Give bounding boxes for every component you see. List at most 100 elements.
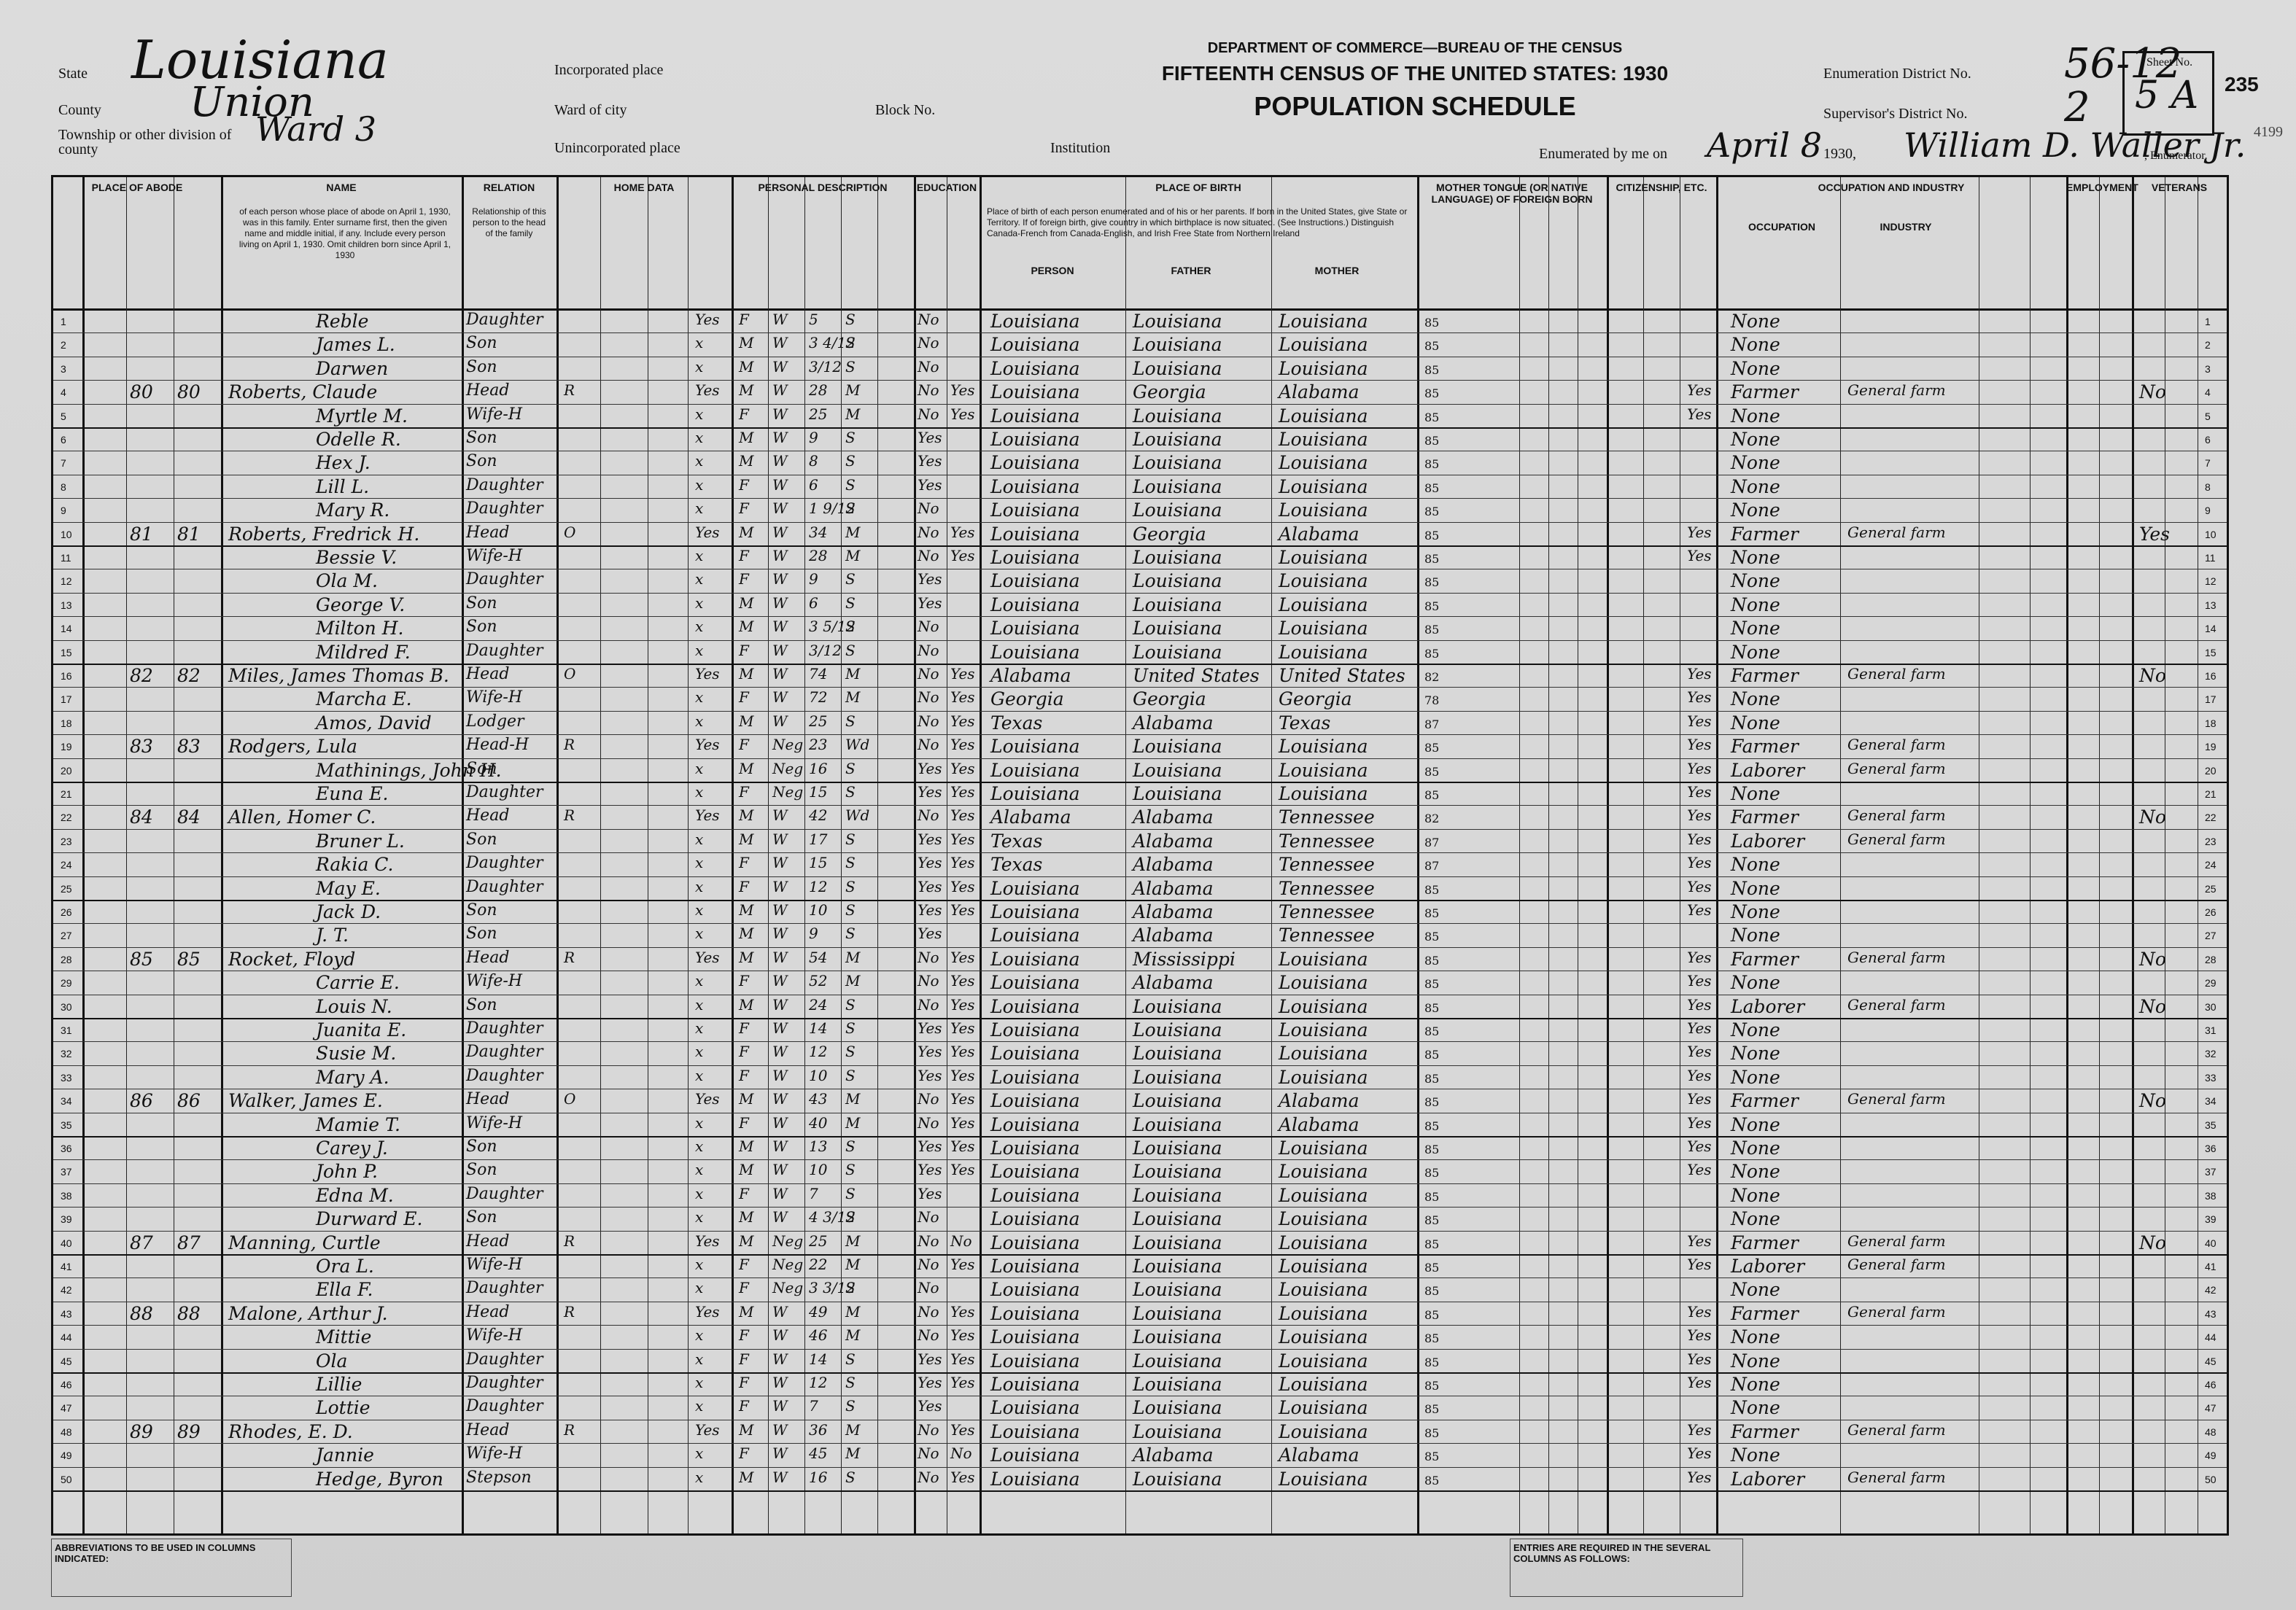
marital-status: M: [845, 1326, 861, 1345]
age: 9: [809, 570, 818, 588]
father-birthplace: Alabama: [1133, 1444, 1214, 1466]
race: Neg: [772, 1256, 804, 1273]
person-name: Hex J.: [316, 452, 371, 474]
relation: Daughter: [466, 1066, 543, 1085]
relation: Daughter: [466, 1043, 543, 1062]
birth-instructions: Place of birth of each person enumerated…: [987, 206, 1408, 238]
radio-set: x: [695, 570, 704, 588]
sex: M: [739, 995, 754, 1014]
father-birthplace: Alabama: [1133, 901, 1214, 922]
relation: Son: [466, 618, 497, 637]
school-attendance: Yes: [918, 594, 942, 612]
birth-code: 85: [1424, 1307, 1440, 1322]
home-tenure: R: [564, 806, 575, 825]
birth-code: 87: [1424, 835, 1440, 849]
birthplace: Louisiana: [990, 405, 1080, 427]
sex: F: [739, 1113, 749, 1132]
relation: Head: [466, 523, 510, 542]
line-number-right: 17: [2205, 693, 2217, 706]
father-birthplace: Louisiana: [1133, 1019, 1222, 1041]
birthplace: Louisiana: [990, 641, 1080, 663]
table-row: 47 47 Lottie Daughter x F W 7 S Yes Louisiana Louis…: [53, 1396, 2227, 1420]
line-number-right: 28: [2205, 953, 2217, 965]
industry: General farm: [1847, 523, 1946, 541]
occupation: Laborer: [1731, 1468, 1805, 1490]
birth-code: 85: [1424, 953, 1440, 968]
marital-status: S: [845, 618, 856, 636]
birthplace: Louisiana: [990, 948, 1080, 970]
line-number: 31: [61, 1024, 72, 1036]
radio-set: Yes: [695, 1420, 720, 1439]
sex: M: [739, 830, 754, 848]
person-name: Mamie T.: [316, 1113, 400, 1135]
mother-birthplace: Alabama: [1279, 1444, 1360, 1466]
radio-set: x: [695, 405, 704, 423]
sheet-value: 5 A: [2135, 74, 2199, 117]
school-attendance: No: [918, 948, 939, 966]
radio-set: x: [695, 1066, 704, 1084]
relation: Daughter: [466, 854, 543, 873]
industry: General farm: [1847, 830, 1946, 848]
race: W: [772, 311, 788, 328]
table-row: 33 33 Mary A. Daughter x F W 10 S Yes Yes Louisiana…: [53, 1066, 2227, 1090]
citizenship: Yes: [1687, 1066, 1712, 1084]
relation: Daughter: [466, 1350, 543, 1369]
race: W: [772, 523, 788, 541]
marital-status: Wd: [845, 736, 870, 754]
school-attendance: Yes: [918, 1184, 942, 1202]
can-read: Yes: [950, 688, 975, 707]
occupation: Farmer: [1731, 1232, 1799, 1253]
birthplace: Louisiana: [990, 1113, 1080, 1135]
group-relation: RELATION: [483, 182, 535, 193]
citizenship: Yes: [1687, 1138, 1712, 1155]
line-number: 5: [61, 410, 66, 422]
radio-set: x: [695, 972, 704, 990]
line-number-right: 31: [2205, 1024, 2217, 1036]
sex: F: [739, 547, 749, 564]
person-name: Reble: [316, 311, 369, 332]
relation: Head: [466, 1302, 510, 1321]
marital-status: S: [845, 641, 856, 659]
birthplace: Louisiana: [990, 1374, 1080, 1395]
person-name: Rhodes, E. D.: [228, 1420, 353, 1442]
birth-code: 85: [1424, 623, 1440, 637]
person-name: Mathinings, John H.: [316, 759, 502, 781]
line-number: 45: [61, 1355, 72, 1367]
line-number-right: 24: [2205, 859, 2217, 871]
mother-birthplace: Louisiana: [1279, 429, 1368, 450]
state-label: State: [58, 66, 88, 82]
line-number-right: 2: [2205, 339, 2211, 351]
person-name: Roberts, Claude: [228, 381, 378, 403]
school-attendance: No: [918, 357, 939, 376]
radio-set: Yes: [695, 311, 720, 328]
relation: Head: [466, 1232, 510, 1251]
occupation: None: [1731, 405, 1780, 427]
birth-code: 85: [1424, 788, 1440, 802]
enumerator-name: William D. Waller Jr.: [1904, 125, 2246, 165]
group-mother-tongue: MOTHER TONGUE (OR NATIVE LANGUAGE) OF FO…: [1431, 182, 1593, 205]
radio-set: x: [695, 712, 704, 730]
radio-set: Yes: [695, 523, 720, 541]
person-name: Edna M.: [316, 1184, 394, 1206]
birthplace: Louisiana: [990, 1066, 1080, 1088]
enumerated-date: April 8: [1707, 125, 1822, 165]
race: W: [772, 570, 788, 588]
age: 7: [809, 1397, 818, 1415]
enumerator-label: , Enumerator.: [2144, 149, 2208, 162]
school-attendance: No: [918, 736, 939, 754]
school-attendance: Yes: [918, 1397, 942, 1415]
industry: General farm: [1847, 948, 1946, 966]
relation: Head: [466, 665, 510, 683]
citizenship: Yes: [1687, 830, 1712, 848]
line-number: 39: [61, 1213, 72, 1226]
person-name: Mary R.: [316, 499, 390, 521]
father-birthplace: Georgia: [1133, 523, 1206, 545]
mother-birthplace: Alabama: [1279, 1113, 1360, 1135]
mother-birthplace: Tennessee: [1279, 830, 1375, 852]
birth-code: 85: [1424, 1119, 1440, 1133]
can-read: Yes: [950, 854, 975, 872]
mother-birthplace: Louisiana: [1279, 1279, 1368, 1301]
line-number: 13: [61, 599, 72, 611]
race: W: [772, 1350, 788, 1368]
school-attendance: Yes: [918, 429, 942, 446]
